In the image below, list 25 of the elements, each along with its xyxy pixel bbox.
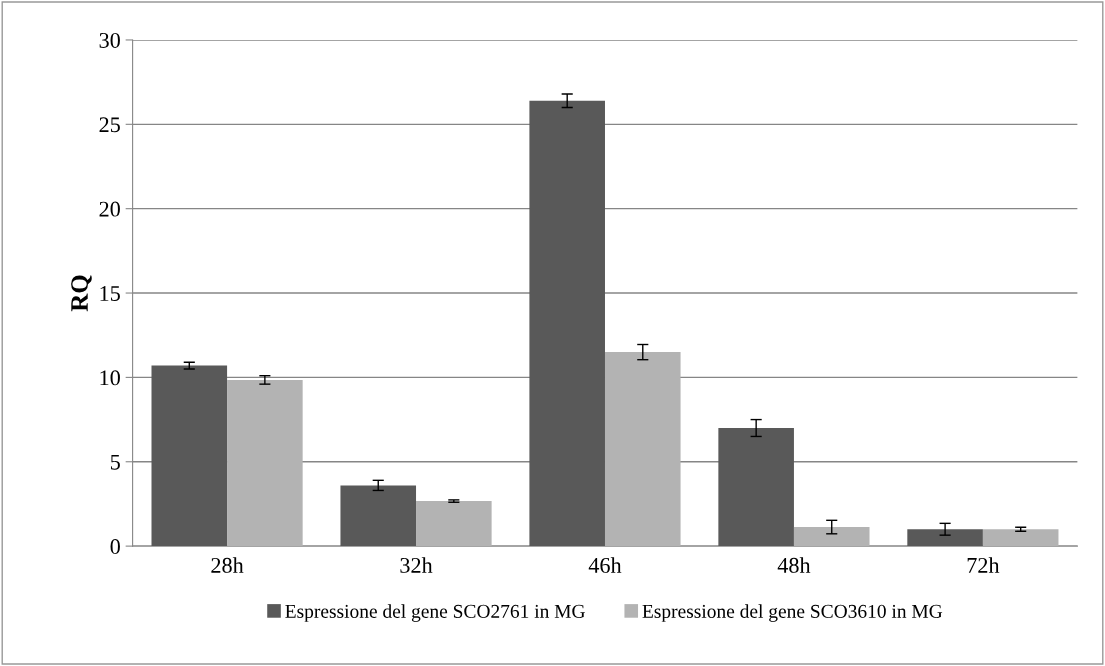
y-tick-label: 10 [100,370,120,386]
legend-label: Espressione del gene SCO2761 in MG [285,604,585,622]
y-tick-label: 30 [99,32,120,48]
bar [793,527,870,547]
x-tick-label: 32h [400,557,433,573]
legend-label: Espressione del gene SCO3610 in MG [642,604,943,622]
y-axis-title: RQ [71,275,92,312]
x-tick-label: 46h [588,557,622,573]
y-tick-label: 15 [100,286,120,301]
bar [416,501,492,547]
bar [604,352,681,547]
bar [718,428,794,547]
x-tick-label: 72h [967,557,1000,573]
y-tick-label: 20 [99,201,120,217]
bar [907,529,983,547]
y-tick-label: 25 [99,117,120,133]
bar [151,365,228,547]
bar [340,485,417,547]
y-tick-label: 0 [110,539,120,555]
x-tick-label: 48h [777,557,811,573]
y-tick-label: 5 [110,454,120,470]
bar [982,529,1059,547]
bar [227,379,303,547]
bar [529,100,605,547]
x-tick-label: 28h [211,557,244,573]
